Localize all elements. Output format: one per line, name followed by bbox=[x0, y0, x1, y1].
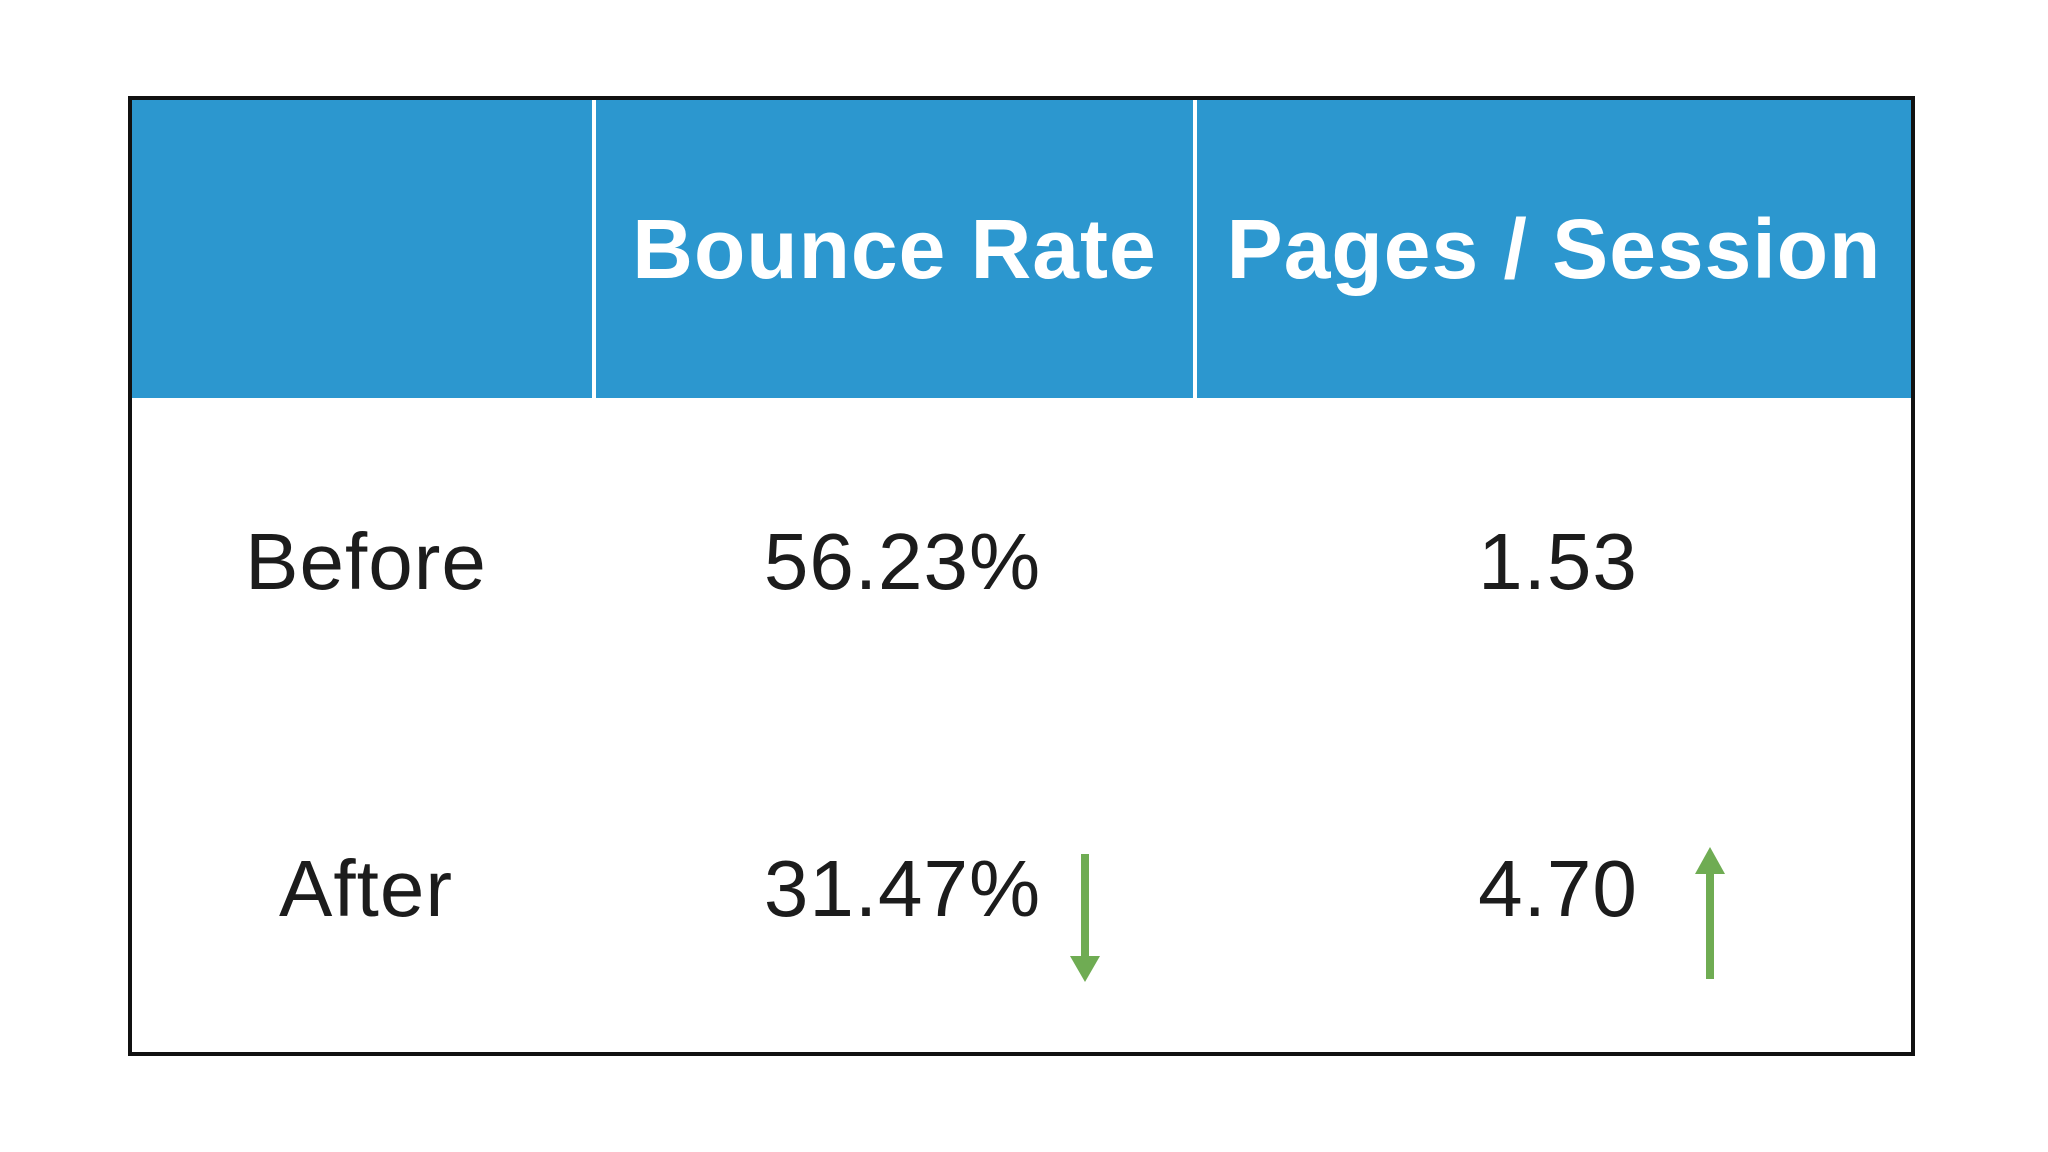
trend-up-arrow-icon bbox=[1695, 846, 1725, 998]
header-cell-pages-per-session: Pages / Session bbox=[1226, 201, 1882, 296]
table-header-row: Bounce Rate Pages / Session bbox=[132, 100, 1911, 398]
table-row-before: Before 56.23% 1.53 bbox=[132, 398, 1911, 725]
header-cell-empty bbox=[132, 100, 596, 398]
after-pages-per-session-cell: 4.70 bbox=[1205, 725, 1911, 1052]
table-row-after: After 31.47% 4.70 bbox=[132, 725, 1911, 1052]
table-body: Before 56.23% 1.53 After 31.47% 4.70 bbox=[132, 398, 1911, 1052]
before-bounce-rate-value: 56.23% bbox=[763, 516, 1042, 606]
row-label-before: Before bbox=[245, 516, 487, 606]
after-bounce-rate-value: 31.47% bbox=[763, 843, 1042, 933]
before-after-comparison-table: Bounce Rate Pages / Session Before 56.23… bbox=[128, 96, 1915, 1056]
row-label-after: After bbox=[279, 843, 453, 933]
trend-down-arrow-icon bbox=[1069, 853, 1100, 1001]
after-pages-per-session-value: 4.70 bbox=[1478, 843, 1638, 933]
before-pages-per-session-value: 1.53 bbox=[1478, 516, 1638, 606]
header-cell-bounce-rate: Bounce Rate bbox=[596, 100, 1197, 398]
after-bounce-rate-cell: 31.47% bbox=[600, 725, 1205, 1052]
